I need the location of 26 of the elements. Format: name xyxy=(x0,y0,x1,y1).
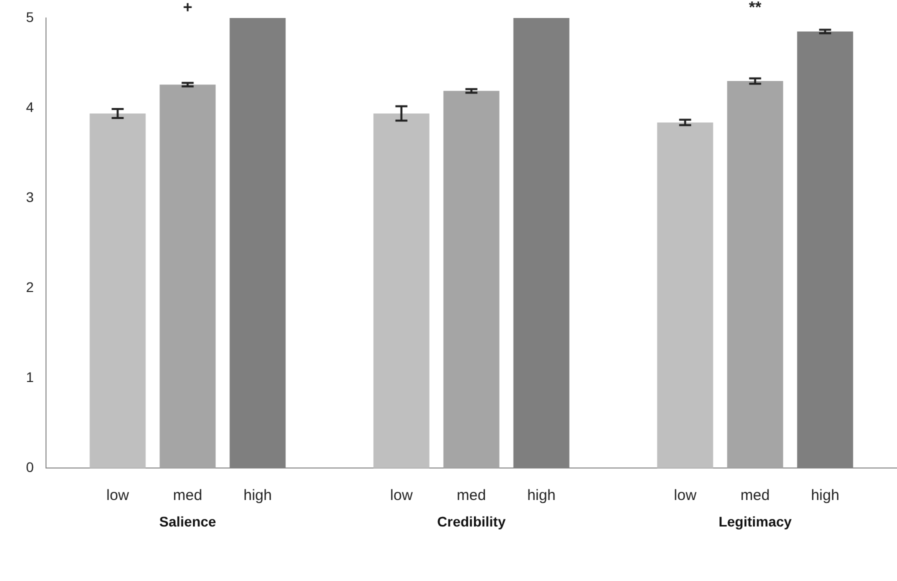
bar xyxy=(160,84,216,468)
bar xyxy=(90,113,146,468)
text: high xyxy=(810,486,840,504)
x-tick-label: Credibility xyxy=(437,513,506,530)
y-tick-label: 4 xyxy=(26,98,34,115)
text: med xyxy=(456,486,486,504)
text: low xyxy=(390,486,413,504)
y-tick-label: 0 xyxy=(26,459,34,476)
y-tick-label: 2 xyxy=(26,278,34,295)
x-tick-label: Salience xyxy=(159,513,216,530)
bar xyxy=(373,113,430,468)
text: + xyxy=(182,0,192,16)
bar xyxy=(657,122,714,468)
bar xyxy=(727,81,784,468)
text: med xyxy=(740,486,770,504)
x-tick-label: Legitimacy xyxy=(718,513,792,530)
series-label: low xyxy=(106,486,130,504)
text: high xyxy=(527,486,556,504)
y-tick-label: 5 xyxy=(26,8,34,25)
bar xyxy=(443,90,500,468)
series-label: med xyxy=(173,486,202,504)
y-tick-label: 1 xyxy=(26,369,34,386)
series-label: high xyxy=(243,486,272,504)
text: ** xyxy=(748,0,762,16)
text: low xyxy=(674,486,696,504)
y-tick-label: 3 xyxy=(26,188,34,205)
